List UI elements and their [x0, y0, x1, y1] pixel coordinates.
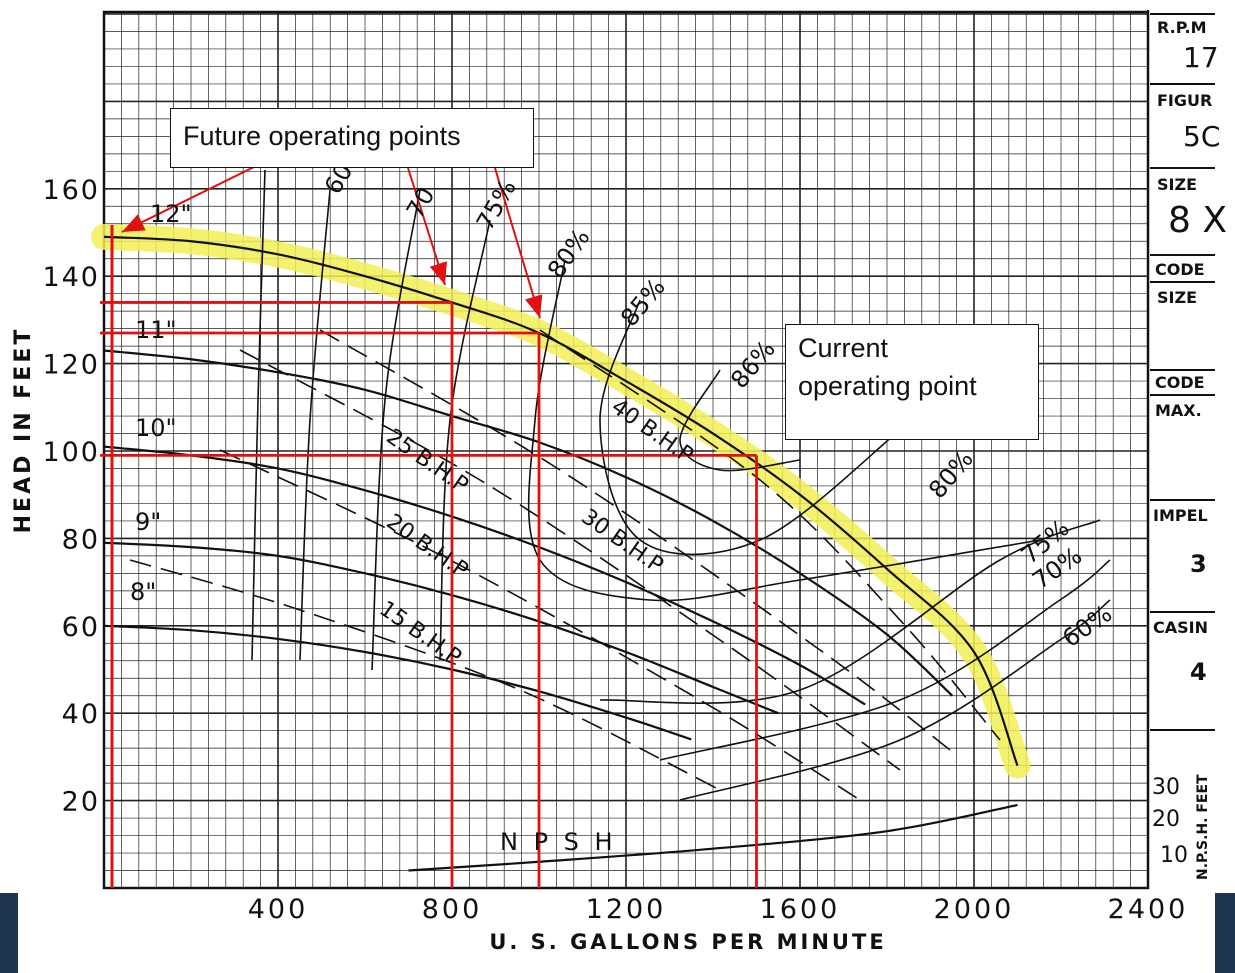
efficiency-label: 60%: [1057, 599, 1117, 653]
max-label: MAX.: [1155, 401, 1202, 420]
current-callout-line-1: Current: [798, 333, 889, 363]
efficiency-curve-4: [527, 259, 1041, 602]
npsh-tick-30: 30: [1152, 775, 1180, 800]
figure-value: 5C: [1183, 120, 1220, 153]
y-tick-label: 80: [62, 524, 100, 555]
efficiency-label: 86%: [725, 335, 781, 394]
code-label: CODE: [1155, 260, 1205, 279]
x-tick-label: 2000: [934, 894, 1015, 925]
operating-lines-layer: [100, 162, 758, 888]
efficiency-curve-3: [439, 219, 491, 661]
rpm-value: 17: [1183, 41, 1219, 74]
label-layer: 400 800 1200 1600 2000 2400 20 40 60 80 100 120 140 1…: [42, 159, 1189, 925]
y-tick-label: 100: [42, 437, 100, 468]
npsh-tick-10: 10: [1160, 843, 1188, 868]
current-callout-line-2: operating point: [798, 371, 977, 401]
rpm-label: R.P.M: [1157, 18, 1206, 37]
npsh-axis-label: N.P.S.H. FEET: [1195, 774, 1211, 880]
efficiency-curve-5: [599, 299, 901, 556]
figure-label: FIGUR: [1157, 91, 1212, 110]
impeller-label: 8": [130, 578, 156, 606]
efficiency-curve-7: [599, 519, 1101, 705]
highlight-12in-curve: [91, 223, 1031, 779]
bhp-line-0: [129, 559, 721, 791]
size-label-2: SIZE: [1157, 288, 1197, 307]
y-tick-label: 120: [42, 350, 100, 381]
future-callout-text: Future operating points: [183, 121, 461, 151]
impeller-curve-2: [103, 445, 866, 706]
bhp-line-1: [219, 449, 861, 801]
impeller-curve-0: [103, 235, 1019, 767]
x-tick-label: 2400: [1108, 894, 1189, 925]
efficiency-curve-2: [371, 189, 421, 671]
efficiency-curve-8: [659, 559, 1111, 761]
efficiency-curve-1: [299, 189, 331, 661]
size-value: 8 X: [1168, 200, 1227, 241]
x-tick-label: 400: [248, 894, 309, 925]
bhp-line-3: [319, 329, 951, 751]
future-arrow-line-2: [494, 167, 541, 319]
side-panel: R.P.M 17 FIGUR 5C SIZE 8 X CODE SIZE COD…: [1147, 10, 1227, 888]
casing-value: 4: [1190, 658, 1207, 686]
efficiency-curve-0: [251, 169, 266, 661]
future-arrow-head-0: [122, 214, 146, 232]
impeller-curve-4: [103, 624, 692, 741]
x-tick-label: 1200: [586, 894, 667, 925]
future-arrow-head-1: [429, 261, 447, 285]
bhp-line-2: [239, 349, 901, 771]
x-tick-label: 800: [422, 894, 483, 925]
highlight-layer: [91, 223, 1031, 779]
bhp-label: 20 B.H.P: [382, 509, 473, 583]
current-operating-point-callout: Current operating point: [785, 324, 1039, 440]
impeller-label: 11": [135, 316, 177, 344]
efficiency-label: 85%: [615, 273, 671, 332]
y-axis-label: HEAD IN FEET: [11, 327, 36, 534]
y-tick-label: 60: [62, 612, 100, 643]
efficiency-label: 80%: [923, 445, 979, 504]
impeller-value: 3: [1190, 550, 1207, 578]
y-tick-label: 140: [42, 262, 100, 293]
y-tick-label: 40: [62, 699, 100, 730]
size-label: SIZE: [1157, 175, 1197, 194]
impeller-label: 12": [150, 200, 192, 228]
casing-label: CASIN: [1153, 618, 1208, 637]
npsh-tick-20: 20: [1152, 807, 1180, 832]
efficiency-curve-6: [679, 369, 801, 472]
impeller-label: 9": [135, 508, 161, 536]
x-axis-label: U. S. GALLONS PER MINUTE: [489, 930, 886, 954]
bhp-line-4: [539, 329, 1001, 741]
future-arrow-line-0: [121, 162, 263, 233]
y-tick-label: 160: [42, 175, 100, 206]
efficiency-label: 75%: [471, 175, 522, 235]
curve-layer: [103, 169, 1111, 872]
npsh-label: N P S H: [500, 828, 617, 856]
y-tick-label: 20: [62, 787, 100, 818]
code-label-2: CODE: [1155, 373, 1205, 392]
npsh-curve: [408, 803, 1018, 872]
future-operating-points-callout: Future operating points: [170, 108, 534, 168]
impeller-label: 10": [135, 414, 177, 442]
impeller-label: IMPEL: [1153, 506, 1208, 525]
x-tick-label: 1600: [760, 894, 841, 925]
future-arrow-head-2: [525, 294, 543, 318]
bhp-label: 25 B.H.P: [382, 424, 473, 498]
efficiency-label: 80%: [542, 224, 596, 284]
